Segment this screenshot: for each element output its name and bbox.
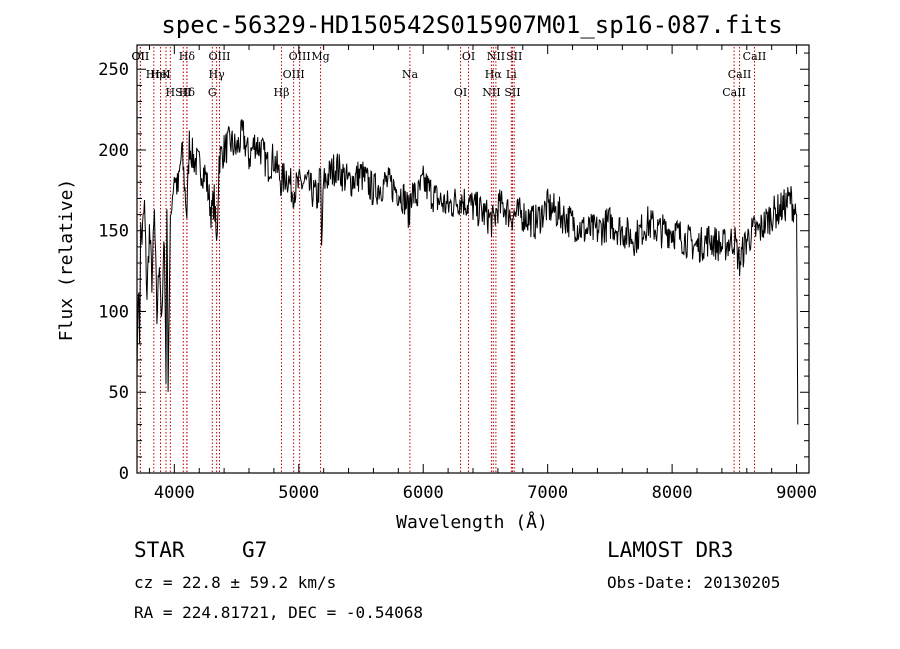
x-tick-label: 7000 xyxy=(527,483,568,503)
y-axis-ticks: 0 50 100 150 200 250 xyxy=(98,52,809,484)
x-axis-ticks: 4000 5000 6000 7000 8000 9000 xyxy=(148,45,817,503)
emission-line-label: H xyxy=(166,86,176,99)
x-tick-label: 4000 xyxy=(154,483,195,503)
y-tick-label: 50 xyxy=(109,383,129,403)
y-tick-label: 100 xyxy=(98,302,129,322)
emission-line-label: NII xyxy=(487,50,505,63)
emission-line-label: OIII xyxy=(208,50,230,63)
sky-coordinates: RA = 224.81721, DEC = -0.54068 xyxy=(134,603,423,622)
emission-line-label: Hδ xyxy=(179,86,196,99)
emission-line-label: Mg xyxy=(311,50,329,63)
y-tick-label: 150 xyxy=(98,222,129,242)
emission-line-label: SII xyxy=(175,86,191,99)
spectrum-line xyxy=(136,119,799,425)
y-tick-label: 200 xyxy=(98,141,129,161)
x-axis-label: Wavelength (Å) xyxy=(396,511,548,533)
x-tick-label: 5000 xyxy=(278,483,319,503)
emission-line-label: OII xyxy=(132,50,150,63)
emission-line-label: OI xyxy=(454,86,467,99)
emission-line-label: SII xyxy=(506,50,522,63)
x-tick-label: 6000 xyxy=(403,483,444,503)
emission-line-label: OI xyxy=(462,50,475,63)
emission-line-label: SII xyxy=(504,86,520,99)
emission-line-label: Hη xyxy=(146,68,162,81)
emission-line-label: Li xyxy=(506,68,517,81)
emission-line-label: CaII xyxy=(728,68,752,81)
chart-title: spec-56329-HD150542S015907M01_sp16-087.f… xyxy=(161,11,782,39)
y-axis-label: Flux (relative) xyxy=(56,179,77,342)
emission-line-label: K xyxy=(162,68,171,81)
survey-name: LAMOST DR3 xyxy=(607,538,734,562)
object-class: STAR xyxy=(134,538,185,562)
emission-line-markers xyxy=(139,47,755,473)
emission-line-label: Hγ xyxy=(209,68,226,81)
emission-line-label: NII xyxy=(482,86,500,99)
emission-line-label: Na xyxy=(402,68,419,81)
y-tick-label: 0 xyxy=(119,464,129,484)
object-subclass: G7 xyxy=(242,538,268,562)
observation-date: Obs-Date: 20130205 xyxy=(607,573,781,592)
emission-line-label: Hβ xyxy=(274,86,290,99)
y-tick-label: 250 xyxy=(98,60,129,80)
emission-line-labels: HδKHδOIIHeISIIOIIHηHOIIIHγGOIIIOIIIHβMgN… xyxy=(132,50,767,99)
plot-frame xyxy=(136,44,810,474)
x-tick-label: 8000 xyxy=(652,483,693,503)
emission-line-label: OIII xyxy=(283,68,305,81)
x-tick-label: 9000 xyxy=(776,483,817,503)
redshift-velocity: cz = 22.8 ± 59.2 km/s xyxy=(134,573,337,592)
emission-line-label: CaII xyxy=(743,50,767,63)
emission-line-label: Hδ xyxy=(179,50,196,63)
emission-line-label: OII xyxy=(132,50,150,63)
emission-line-label: CaII xyxy=(722,86,746,99)
emission-line-label: OIII xyxy=(289,50,311,63)
emission-line-label: Hα xyxy=(485,68,503,81)
emission-line-label: HeI xyxy=(150,68,170,81)
emission-line-label: G xyxy=(208,86,217,99)
